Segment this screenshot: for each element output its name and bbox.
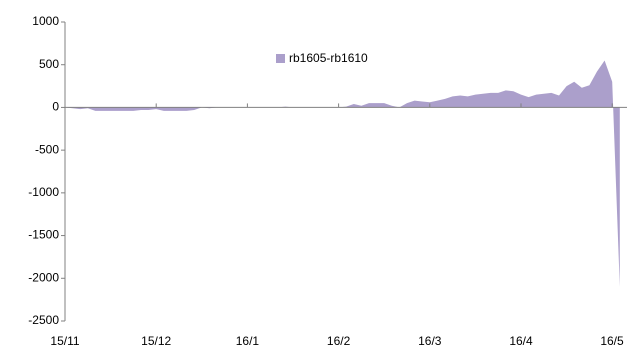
y-tick-label: -2500 (28, 313, 59, 327)
legend-label: rb1605-rb1610 (289, 51, 368, 65)
x-tick-label: 16/4 (509, 334, 533, 348)
area (65, 60, 620, 287)
y-tick-label: -2000 (28, 270, 59, 284)
y-tick-label: -1000 (28, 185, 59, 199)
y-tick-label: -500 (35, 142, 59, 156)
x-tick-label: 16/3 (418, 334, 442, 348)
x-tick-label: 16/2 (327, 334, 351, 348)
y-tick-label: -1500 (28, 228, 59, 242)
y-tick-label: 500 (39, 57, 59, 71)
y-tick-label: 0 (52, 100, 59, 114)
x-tick-label: 16/1 (236, 334, 260, 348)
x-tick-label: 16/5 (600, 334, 624, 348)
legend-swatch (276, 54, 285, 63)
x-tick-label: 15/12 (141, 334, 171, 348)
y-tick-label: 1000 (32, 14, 59, 28)
x-tick-label: 15/11 (50, 334, 79, 348)
